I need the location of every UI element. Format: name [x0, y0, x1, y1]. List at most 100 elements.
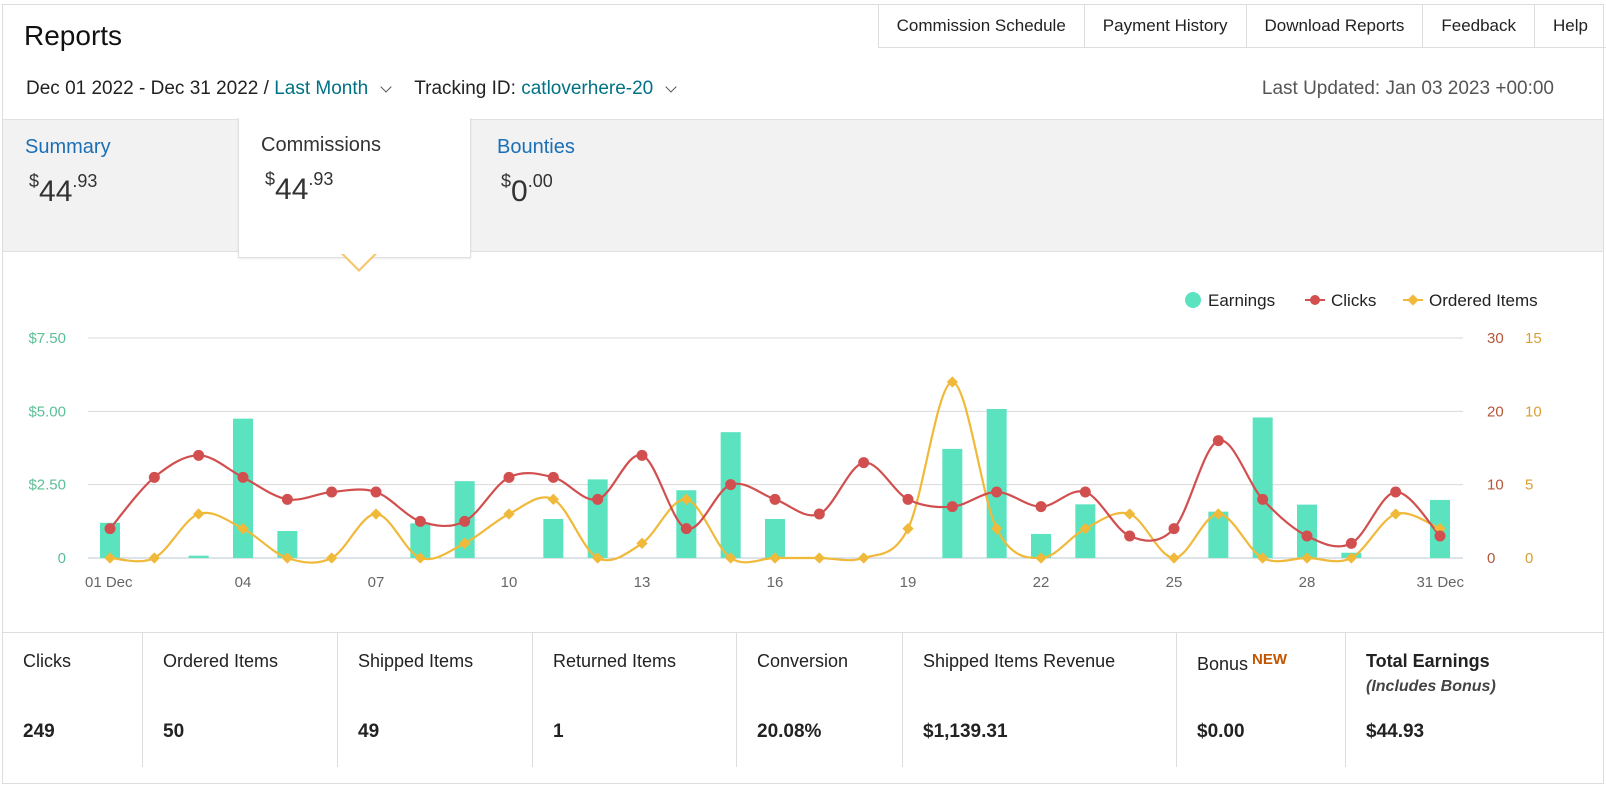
ordered-items-point[interactable]: [547, 493, 559, 505]
clicks-point[interactable]: [148, 471, 160, 483]
ordered-items-point[interactable]: [636, 537, 648, 549]
clicks-point[interactable]: [370, 486, 382, 498]
ordered-items-point[interactable]: [1257, 552, 1269, 564]
clicks-point[interactable]: [547, 471, 559, 483]
ordered-items-point[interactable]: [281, 552, 293, 564]
y-tick-label: 10: [1487, 477, 1504, 494]
earnings-bar[interactable]: [410, 523, 431, 558]
clicks-point[interactable]: [1035, 501, 1047, 513]
earnings-bar[interactable]: [986, 408, 1007, 558]
earnings-bar[interactable]: [100, 522, 120, 558]
x-tick-label: 01 Dec: [85, 574, 133, 591]
nav-download-reports[interactable]: Download Reports: [1247, 4, 1424, 47]
ordered-items-point[interactable]: [370, 508, 382, 520]
ordered-items-point[interactable]: [991, 523, 1003, 535]
clicks-point[interactable]: [813, 508, 825, 520]
clicks-point[interactable]: [104, 523, 116, 535]
stat-value: 1: [553, 721, 564, 742]
clicks-point[interactable]: [1212, 435, 1224, 447]
nav-feedback[interactable]: Feedback: [1423, 4, 1536, 47]
ordered-items-point[interactable]: [680, 493, 692, 505]
nav-help[interactable]: Help: [1553, 16, 1588, 35]
clicks-point[interactable]: [725, 479, 737, 491]
clicks-point[interactable]: [1390, 486, 1402, 498]
ordered-items-point[interactable]: [1301, 552, 1313, 564]
earnings-bar[interactable]: [277, 531, 298, 558]
ordered-items-point[interactable]: [1212, 508, 1224, 520]
earnings-bar[interactable]: [233, 418, 253, 558]
stat-sublabel: (Includes Bonus): [1366, 678, 1496, 695]
chevron-down-icon[interactable]: [665, 81, 677, 93]
earnings-bar[interactable]: [765, 518, 785, 558]
x-tick-label: 28: [1299, 574, 1316, 591]
ordered-items-point[interactable]: [1390, 508, 1402, 520]
earnings-bar[interactable]: [1252, 417, 1273, 558]
clicks-point[interactable]: [281, 493, 293, 505]
clicks-point[interactable]: [991, 486, 1003, 498]
x-tick-label: 25: [1166, 574, 1183, 591]
tab-summary[interactable]: Summary $ 44 .93: [3, 120, 238, 253]
clicks-point[interactable]: [592, 493, 604, 505]
tab-commissions[interactable]: Commissions $ 44 .93: [238, 118, 471, 258]
ordered-items-point[interactable]: [902, 523, 914, 535]
clicks-point[interactable]: [193, 449, 205, 461]
stat-value: 49: [358, 721, 380, 742]
earnings-bar[interactable]: [720, 432, 741, 558]
y-tick-label: 5: [1525, 477, 1533, 494]
chart-svg: 0 0 0 $2.50 10 5 $5.00 20 10 $7.50 30 15 01 Dec 04 07 1…: [28, 291, 1541, 591]
clicks-point[interactable]: [680, 523, 692, 535]
ordered-items-point[interactable]: [725, 552, 737, 564]
earnings-bar[interactable]: [188, 555, 209, 558]
ordered-items-point[interactable]: [769, 552, 781, 564]
clicks-point[interactable]: [237, 471, 249, 483]
y-tick-label: 20: [1487, 403, 1504, 420]
clicks-point[interactable]: [1168, 523, 1180, 535]
tab-label: Bounties: [497, 136, 575, 158]
ordered-items-point[interactable]: [503, 508, 515, 520]
chevron-down-icon[interactable]: [380, 81, 392, 93]
clicks-point[interactable]: [902, 493, 914, 505]
ordered-items-point[interactable]: [1124, 508, 1136, 520]
tracking-id-dropdown[interactable]: catloverhere-20: [521, 78, 654, 99]
tab-label: Commissions: [261, 134, 382, 156]
nav-commission-schedule[interactable]: Commission Schedule: [879, 4, 1085, 47]
clicks-point[interactable]: [946, 501, 958, 513]
stat-value: $44.93: [1366, 721, 1425, 742]
earnings-bar[interactable]: [587, 479, 608, 558]
ordered-items-point[interactable]: [1345, 552, 1357, 564]
nav-payment-history[interactable]: Payment History: [1085, 4, 1247, 47]
clicks-point[interactable]: [1434, 530, 1446, 542]
clicks-point[interactable]: [1257, 493, 1269, 505]
clicks-point[interactable]: [414, 515, 426, 527]
clicks-point[interactable]: [769, 493, 781, 505]
y-tick-label: $7.50: [28, 330, 66, 347]
clicks-point[interactable]: [459, 515, 471, 527]
ordered-items-point[interactable]: [193, 508, 205, 520]
ordered-items-point[interactable]: [326, 552, 338, 564]
clicks-point[interactable]: [858, 457, 870, 469]
clicks-point[interactable]: [1345, 537, 1357, 549]
clicks-point[interactable]: [1124, 530, 1136, 542]
ordered-items-point[interactable]: [813, 552, 825, 564]
ordered-items-point[interactable]: [858, 552, 870, 564]
tab-bounties[interactable]: Bounties $ 0 .00: [475, 120, 710, 253]
clicks-point[interactable]: [326, 486, 338, 498]
clicks-point[interactable]: [1079, 486, 1091, 498]
clicks-point[interactable]: [636, 449, 648, 461]
earnings-bar[interactable]: [1208, 511, 1229, 558]
ordered-items-point[interactable]: [148, 552, 160, 564]
earnings-bar[interactable]: [543, 518, 564, 558]
earnings-bar[interactable]: [1031, 533, 1051, 558]
ordered-items-point[interactable]: [1168, 552, 1180, 564]
ordered-items-point[interactable]: [459, 537, 471, 549]
clicks-point[interactable]: [1301, 530, 1313, 542]
ordered-items-point[interactable]: [1035, 552, 1047, 564]
ordered-items-point[interactable]: [414, 552, 426, 564]
period-dropdown[interactable]: Last Month: [274, 78, 369, 99]
ordered-items-point[interactable]: [592, 552, 604, 564]
stat-total-earnings: Total Earnings (Includes Bonus) $44.93: [1346, 633, 1603, 767]
clicks-point[interactable]: [503, 471, 515, 483]
report-filters: Dec 01 2022 - Dec 31 2022 / Last Month T…: [26, 78, 699, 100]
stat-returned-items: Returned Items 1: [533, 633, 737, 767]
x-tick-label: 31 Dec: [1416, 574, 1464, 591]
